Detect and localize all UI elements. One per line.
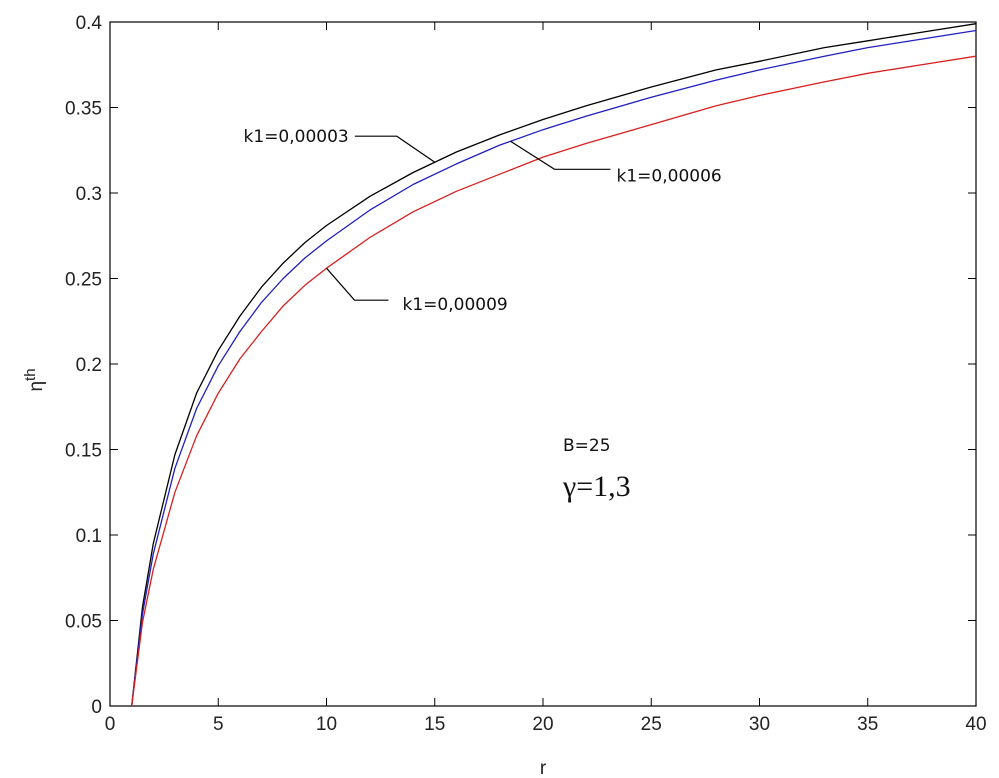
svg-text:ηth: ηth	[22, 368, 47, 391]
tick-labels: 0 5 10 15 20 25 30 35 40 0 0.05 0.1 0.15 0.2 0.25 0.3 0.…	[65, 13, 987, 735]
y-axis-title: ηth	[22, 368, 47, 391]
annotation-label-3: k1=0,00009	[403, 295, 508, 315]
x-tick-label: 15	[424, 714, 445, 735]
y-tick-label: 0.4	[76, 13, 103, 34]
annotation-leader-3	[326, 267, 389, 301]
x-tick-label: 25	[641, 714, 662, 735]
series-line-1	[131, 23, 977, 707]
x-tick-label: 35	[857, 714, 878, 735]
series-line-2	[131, 29, 977, 707]
annotation-label-2: k1=0,00006	[617, 166, 722, 186]
x-tick-label: 5	[213, 714, 224, 735]
y-tick-label: 0.25	[65, 270, 102, 291]
annotation-leader-1	[354, 135, 436, 163]
x-tick-label: 40	[965, 714, 986, 735]
y-tick-label: 0.05	[65, 612, 102, 633]
annotation-leader-2	[510, 140, 611, 170]
y-tick-label: 0	[91, 697, 102, 718]
y-tick-label: 0.3	[76, 184, 102, 205]
y-tick-label: 0.1	[76, 526, 102, 547]
series-line-3	[131, 55, 977, 707]
plot-area	[109, 21, 977, 707]
parameter-gamma-label: γ=1,3	[562, 470, 631, 503]
annotation-leaders	[326, 135, 611, 301]
x-tick-label: 30	[749, 714, 770, 735]
y-tick-label: 0.2	[76, 355, 102, 376]
parameter-b-label: B=25	[563, 436, 611, 456]
x-tick-label: 20	[532, 714, 553, 735]
x-tick-label: 10	[316, 714, 337, 735]
annotation-label-1: k1=0,00003	[244, 127, 349, 147]
axis-ticks	[109, 21, 977, 707]
y-axis-title-superscript: th	[22, 368, 39, 381]
annotation-labels: k1=0,00003 k1=0,00006 k1=0,00009	[244, 127, 722, 315]
x-axis-title: r	[540, 758, 547, 778]
y-axis-title-symbol: η	[26, 381, 47, 392]
y-tick-label: 0.15	[65, 441, 102, 462]
series-lines	[131, 23, 977, 707]
x-tick-label: 0	[105, 714, 116, 735]
y-tick-label: 0.35	[65, 99, 102, 120]
